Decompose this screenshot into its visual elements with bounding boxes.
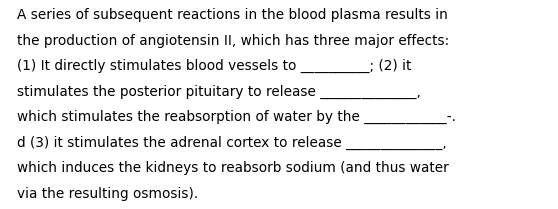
Text: via the resulting osmosis).: via the resulting osmosis). <box>17 187 198 201</box>
Text: which stimulates the reabsorption of water by the ____________-.: which stimulates the reabsorption of wat… <box>17 110 456 125</box>
Text: stimulates the posterior pituitary to release ______________,: stimulates the posterior pituitary to re… <box>17 85 421 99</box>
Text: (1) It directly stimulates blood vessels to __________; (2) it: (1) It directly stimulates blood vessels… <box>17 59 411 74</box>
Text: A series of subsequent reactions in the blood plasma results in: A series of subsequent reactions in the … <box>17 8 448 22</box>
Text: d (3) it stimulates the adrenal cortex to release ______________,: d (3) it stimulates the adrenal cortex t… <box>17 136 446 150</box>
Text: the production of angiotensin II, which has three major effects:: the production of angiotensin II, which … <box>17 34 449 48</box>
Text: which induces the kidneys to reabsorb sodium (and thus water: which induces the kidneys to reabsorb so… <box>17 161 449 175</box>
